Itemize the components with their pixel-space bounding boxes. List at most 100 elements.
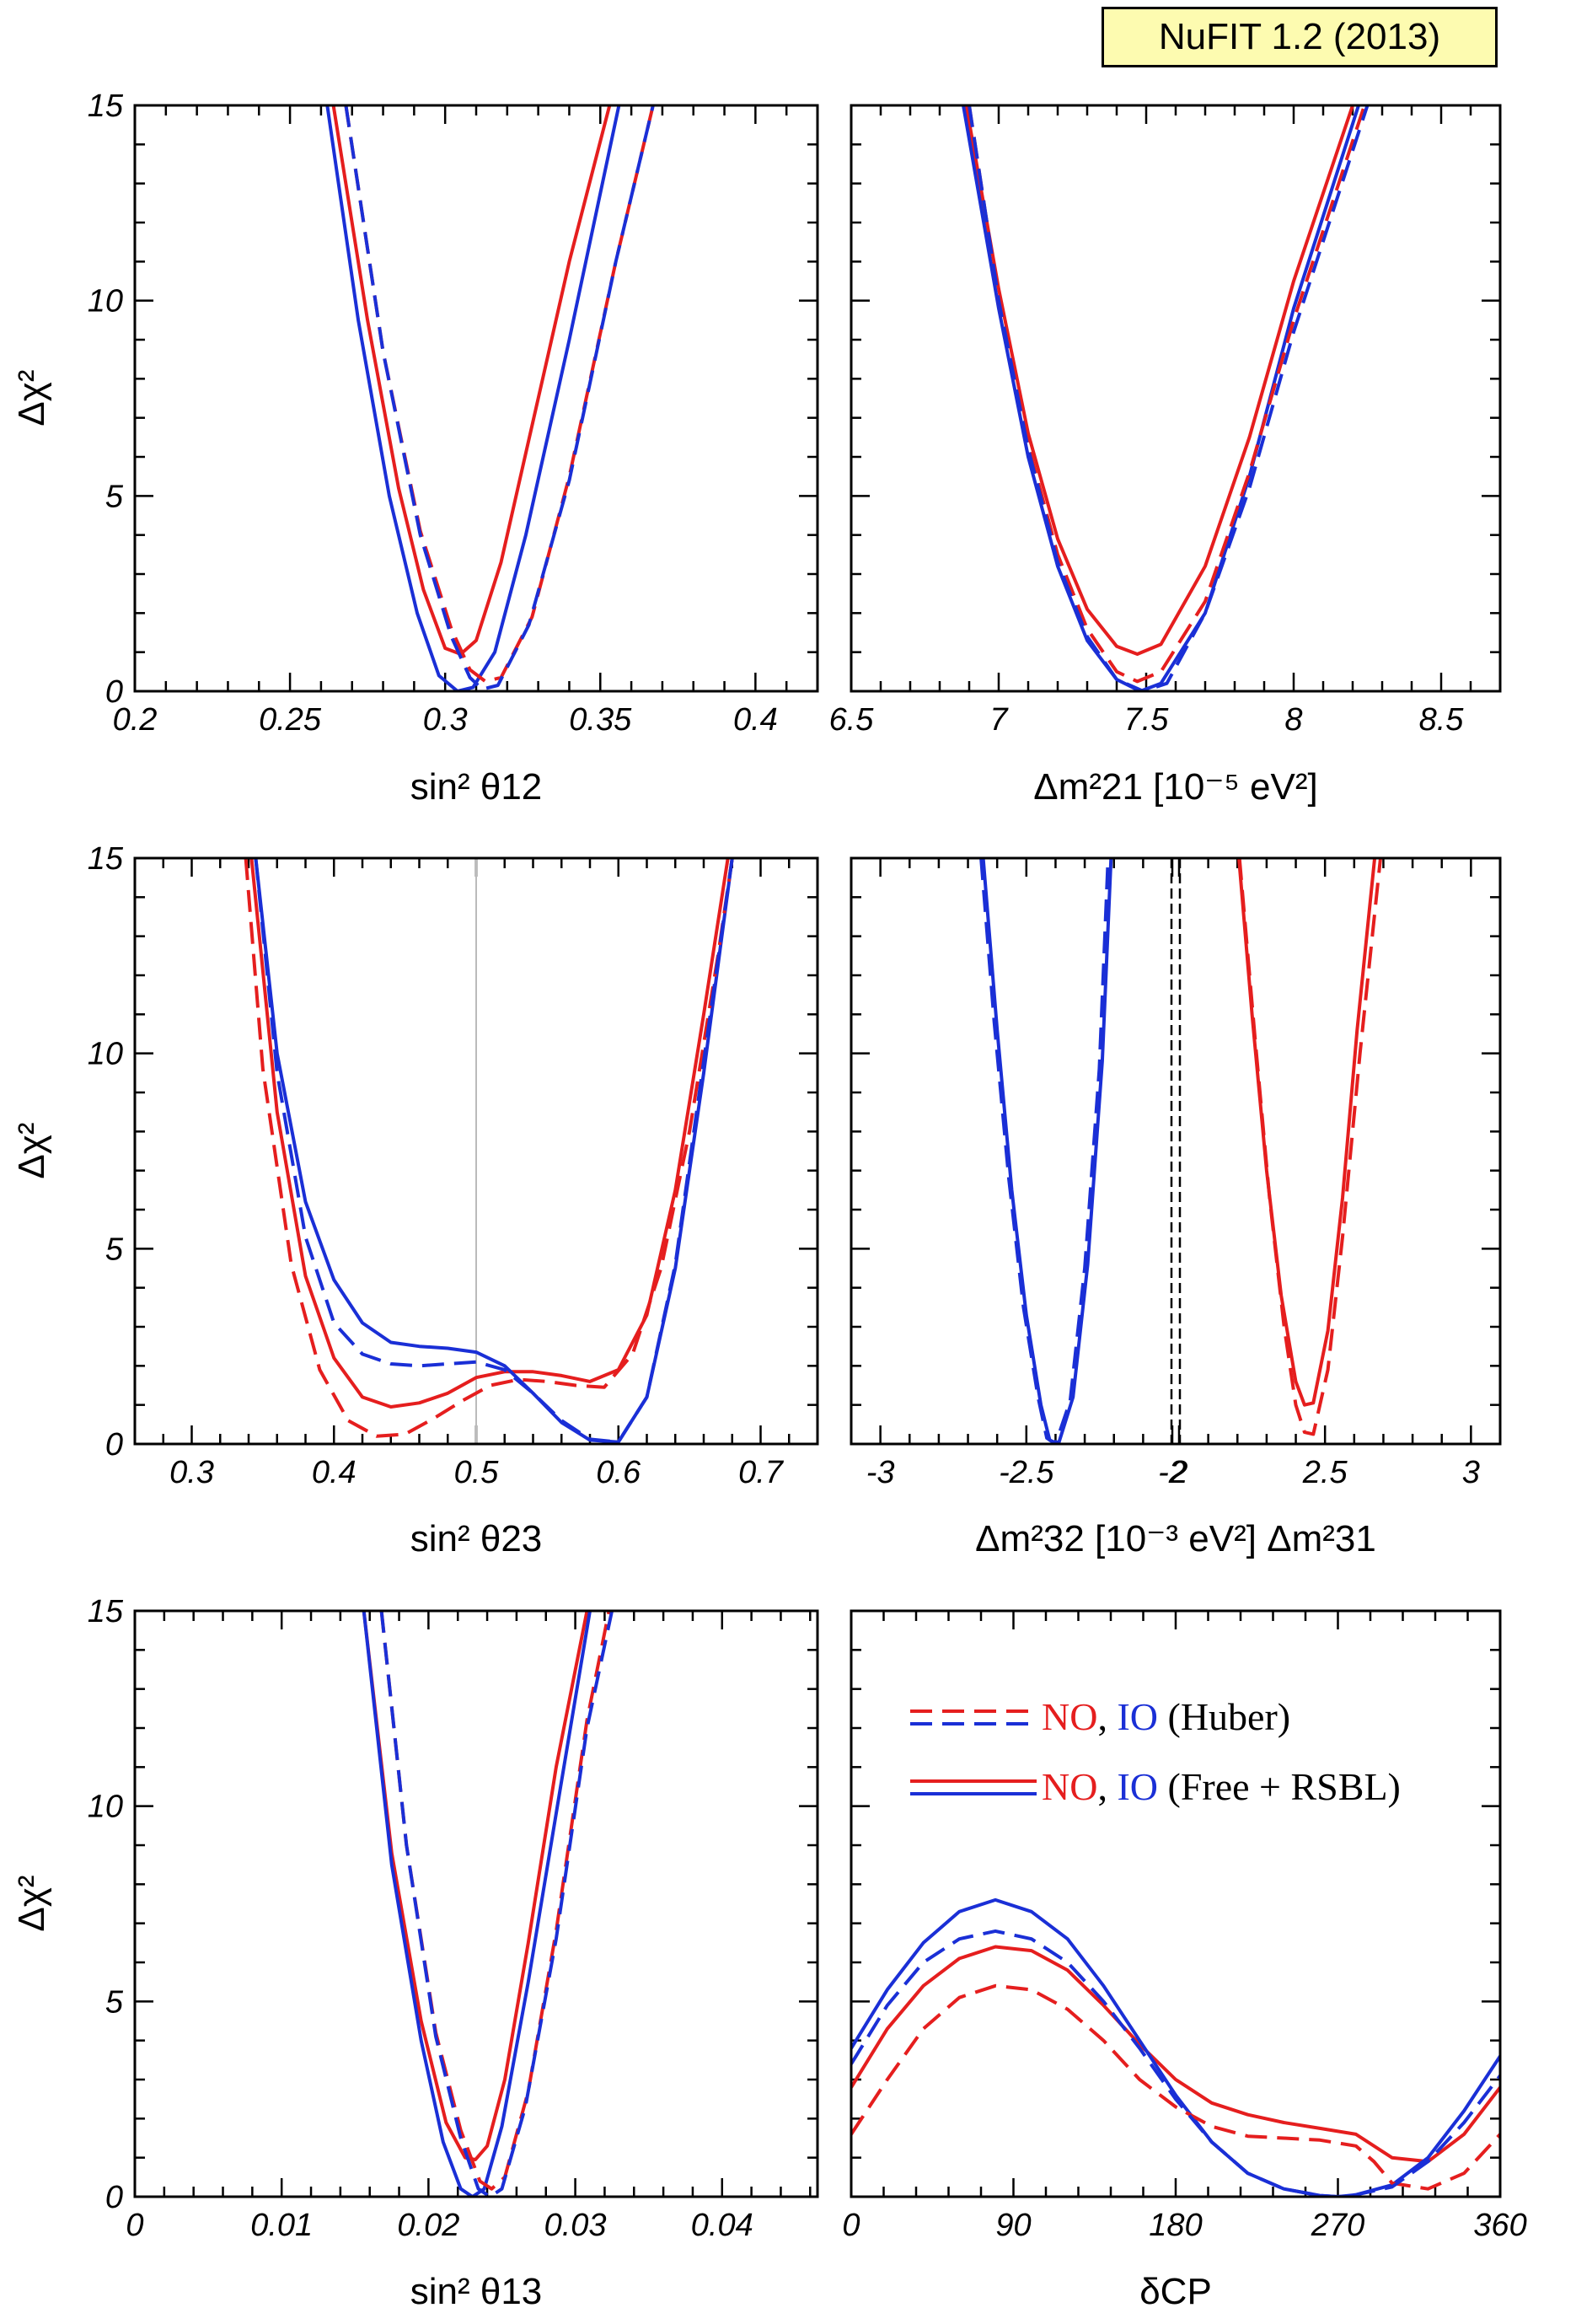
y-tick-label: 5: [105, 1984, 124, 2020]
x-tick-label: 0.7: [738, 1455, 785, 1490]
series-line-io-dashed: [979, 858, 1110, 1444]
legend-entry-huber: NO, IO (Huber): [1042, 1695, 1290, 1738]
y-axis-label: Δχ²: [11, 369, 52, 426]
plot-area-delta-m21: 6.5 7 7.5 8 8.5: [829, 104, 1502, 738]
x-tick-label: 0.5: [454, 1455, 500, 1490]
series-line-io-dashed: [968, 105, 1370, 691]
series-line-io-dashed: [851, 1929, 1500, 2197]
x-tick-label: 7.5: [1124, 702, 1170, 738]
series-line-no-solid: [362, 1611, 589, 2161]
x-tick-label: 6.5: [829, 702, 875, 738]
y-tick-label: 10: [88, 1790, 123, 1825]
plot-area-sin2-theta13: 0 0.01 0.02 0.03 0.04 0 5 10 15: [88, 1594, 819, 2243]
x-tick-label: 0.6: [596, 1455, 641, 1490]
series-line-no-dashed: [968, 105, 1366, 684]
x-tick-label: 0.01: [250, 2208, 313, 2243]
y-tick-label: 5: [105, 1232, 124, 1267]
x-tick-label: 180: [1149, 2208, 1202, 2243]
y-axis-label: Δχ²: [11, 1122, 52, 1178]
panel-delta-m21: 6.5 7 7.5 8 8.5 Δm²21 [10⁻⁵ eV²]: [829, 104, 1502, 808]
x-tick-label: 0.03: [544, 2208, 607, 2243]
series-line-io-solid: [851, 1897, 1500, 2197]
version-badge-text: NuFIT 1.2 (2013): [1158, 16, 1441, 57]
plot-area-delta-m3l: -3 -2.5 -22 2.5 3: [850, 856, 1502, 1490]
y-tick-label: 0: [105, 674, 123, 710]
panel-sin2-theta13: 0 0.01 0.02 0.03 0.04 0 5 10 15 Δχ² sin² θ13: [11, 1594, 819, 2312]
legend-separator: ,: [1097, 1695, 1117, 1738]
x-tick-label: -2.5: [999, 1455, 1054, 1490]
curves-clip-group: [325, 105, 655, 691]
x-tick-label: 0.2: [113, 702, 158, 738]
panel-delta-m3l: -3 -2.5 -22 2.5 3 Δm²32 [10⁻³ eV²] Δm²31: [850, 856, 1502, 1559]
series-line-io-solid: [362, 1611, 592, 2197]
y-tick-label: 5: [105, 479, 124, 514]
curves-clip-group: [851, 1897, 1500, 2197]
x-tick-label: 0.3: [423, 702, 468, 738]
series-line-io-solid: [254, 858, 734, 1444]
legend-io-label: IO: [1117, 1765, 1158, 1808]
panel-sin2-theta23: 0.3 0.4 0.5 0.6 0.7 0 5 10 15 Δχ² sin² θ23: [11, 841, 819, 1559]
series-line-no-solid: [851, 1945, 1500, 2164]
legend-no-label: NO: [1042, 1695, 1097, 1738]
x-axis-label: Δm²32 [10⁻³ eV²] Δm²31: [975, 1518, 1376, 1559]
y-tick-label: 15: [88, 89, 124, 124]
legend: NO, IO (Huber) NO, IO (Free + RSBL): [910, 1695, 1401, 1808]
legend-tag: (Huber): [1158, 1695, 1290, 1738]
series-line-io-dashed: [344, 105, 655, 691]
legend-no-label: NO: [1042, 1765, 1097, 1808]
y-tick-label: 15: [88, 841, 124, 877]
series-line-io-solid: [325, 105, 621, 691]
y-axis-label: Δχ²: [11, 1875, 52, 1931]
x-tick-label: 0: [126, 2208, 143, 2243]
x-tick-label: 0.3: [169, 1455, 214, 1490]
plot-frame: [133, 856, 819, 1446]
series-line-no-solid: [964, 105, 1354, 656]
x-tick-label: 2: [1169, 1455, 1187, 1490]
panel-delta-cp: 0 90 180 270 360 δCP NO, IO (Huber) NO, IO (…: [842, 1609, 1527, 2312]
curves-clip-group: [244, 858, 734, 1444]
x-tick-label: 0.02: [397, 2208, 459, 2243]
series-line-no-solid: [331, 105, 612, 656]
legend-tag: (Free + RSBL): [1158, 1765, 1401, 1808]
plot-frame: [850, 1609, 1502, 2198]
curves-clip-group: [962, 105, 1370, 691]
series-line-no-solid: [249, 858, 730, 1409]
x-tick-label: 7: [989, 702, 1009, 738]
series-line-no-solid: [1237, 858, 1377, 1407]
curves-clip-group: [362, 1611, 614, 2197]
panel-sin2-theta12: 0.2 0.25 0.3 0.35 0.4 0 5 10 15 Δχ² sin² θ12: [11, 89, 819, 808]
x-tick-label: 0.4: [733, 702, 778, 738]
y-tick-label: 0: [105, 1427, 123, 1463]
x-tick-label: -2: [1158, 1455, 1187, 1490]
x-tick-label: -3: [866, 1455, 895, 1490]
curves-clip-group: [979, 858, 1382, 1444]
y-tick-label: 10: [88, 1037, 123, 1072]
x-tick-label: 0.35: [569, 702, 632, 738]
x-axis-label: sin² θ12: [410, 766, 543, 808]
plot-area-delta-cp: 0 90 180 270 360: [842, 1609, 1527, 2243]
plot-area-sin2-theta23: 0.3 0.4 0.5 0.6 0.7 0 5 10 15: [88, 841, 819, 1490]
x-tick-label: 360: [1473, 2208, 1526, 2243]
version-badge: NuFIT 1.2 (2013): [1102, 7, 1498, 67]
x-tick-label: 0: [842, 2208, 860, 2243]
series-line-no-dashed: [1237, 858, 1382, 1436]
legend-entry-free: NO, IO (Free + RSBL): [1042, 1765, 1401, 1808]
x-tick-label: 0.25: [259, 702, 322, 738]
x-tick-label: 270: [1311, 2208, 1364, 2243]
x-axis-label: Δm²21 [10⁻⁵ eV²]: [1033, 766, 1317, 808]
series-line-io-dashed: [254, 858, 734, 1444]
series-line-no-dashed: [851, 1983, 1500, 2191]
x-tick-label: 3: [1462, 1455, 1480, 1490]
plot-frame: [133, 104, 819, 693]
series-line-io-solid: [981, 858, 1113, 1444]
plot-frame: [133, 1609, 819, 2198]
x-tick-label: 0.04: [691, 2208, 753, 2243]
x-tick-label: 8: [1284, 702, 1302, 738]
x-axis-label: sin² θ23: [410, 1518, 543, 1559]
legend-separator: ,: [1097, 1765, 1117, 1808]
y-tick-label: 0: [105, 2180, 123, 2215]
x-axis-label: sin² θ13: [410, 2271, 543, 2312]
x-tick-label: 90: [995, 2208, 1031, 2243]
plot-frame: [850, 104, 1502, 693]
